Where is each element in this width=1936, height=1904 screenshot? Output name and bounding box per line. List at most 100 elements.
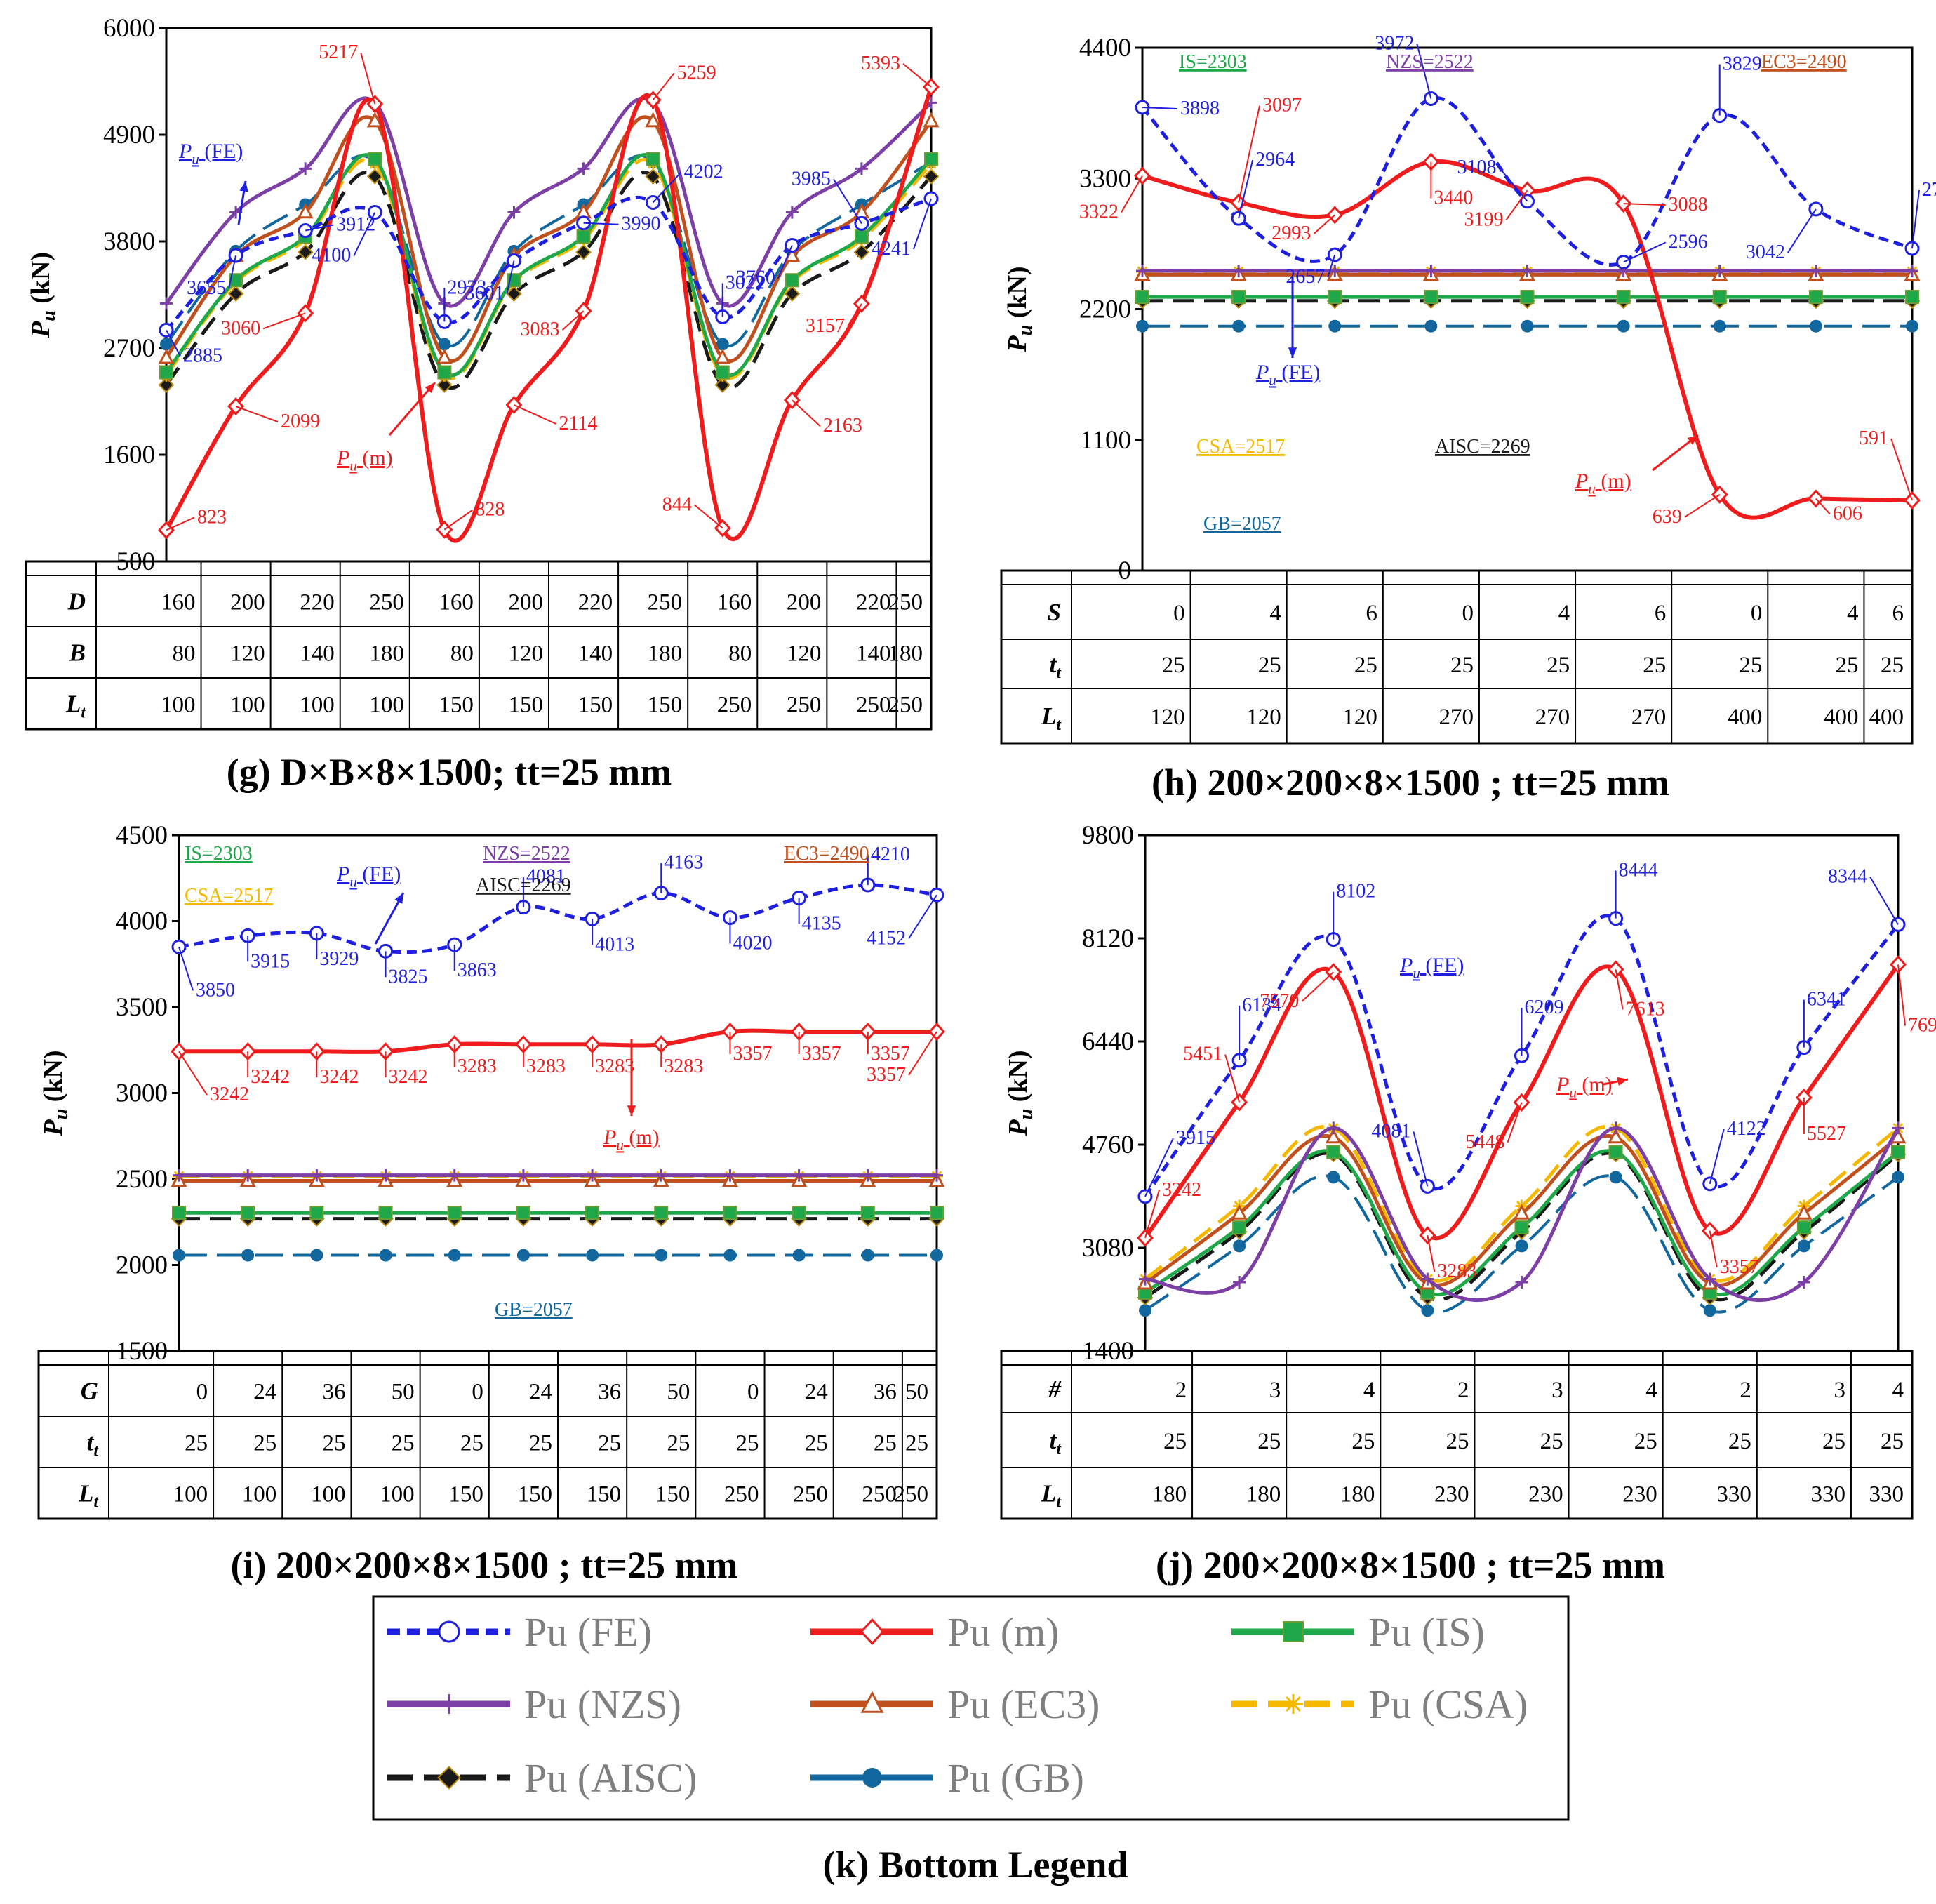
data-label: 6341: [1807, 989, 1846, 1011]
data-label: 3199: [1464, 208, 1504, 230]
table-cell: 120: [230, 641, 265, 667]
data-label: 2114: [559, 413, 597, 434]
data-label: 3242: [389, 1066, 428, 1088]
table-cell: 330: [1810, 1482, 1845, 1507]
legend-marker-asterisk-icon: [1283, 1694, 1303, 1714]
arrow-head-icon: [425, 382, 435, 394]
data-label-leader: [913, 198, 932, 250]
data-label: 3283: [1437, 1260, 1476, 1282]
legend-marker-open-diamond-icon: [860, 1618, 885, 1646]
data-label-leader: [1327, 254, 1336, 278]
data-point-nzs: [792, 1169, 806, 1182]
table-cell: 6: [1892, 601, 1904, 626]
table-cell: 100: [311, 1482, 346, 1507]
data-point-nzs: [173, 1169, 185, 1182]
data-point-gb: [173, 1249, 185, 1262]
data-label-leader: [1498, 167, 1528, 202]
data-point-nzs: [930, 1169, 943, 1182]
data-point-gb: [310, 1249, 323, 1262]
table-cell: 4: [1892, 1378, 1904, 1403]
data-label: 8102: [1336, 881, 1375, 903]
data-label-leader: [1144, 1138, 1174, 1197]
code-value-note: EC3=2490: [784, 843, 869, 865]
data-point-is: [1712, 290, 1727, 305]
legend-label: Pu (FE): [524, 1609, 652, 1655]
table-cell: 2: [1457, 1378, 1469, 1403]
data-point-ec3: [1796, 1204, 1813, 1220]
table-cell: 3: [1834, 1378, 1845, 1403]
data-label: 3863: [458, 959, 497, 981]
data-label: 3108: [1457, 157, 1497, 178]
data-point-nzs: [310, 1169, 323, 1182]
data-point-is: [1328, 290, 1342, 305]
table-cell: 4: [1363, 1378, 1375, 1403]
series-callout: Pu (FE): [1399, 954, 1464, 981]
data-label: 3655: [187, 277, 226, 299]
series-is: [1135, 290, 1919, 305]
data-label-leader: [166, 329, 181, 357]
data-point-gb: [716, 338, 729, 351]
data-label-leader: [1121, 175, 1143, 213]
data-point-is: [309, 1206, 324, 1220]
table-cell: 0: [472, 1380, 483, 1405]
table-cell: 50: [392, 1380, 415, 1405]
series-ec3: [1137, 1128, 1907, 1290]
data-point-nzs: [1328, 264, 1342, 277]
data-label-leader: [1911, 189, 1920, 249]
data-point-is: [447, 1206, 462, 1220]
data-point-is: [854, 229, 869, 244]
data-label-leader: [514, 404, 556, 425]
data-point-nzs: [1515, 1276, 1528, 1289]
table-row-label: B: [69, 639, 86, 667]
code-value-note: AISC=2269: [1435, 436, 1530, 458]
data-point-is: [1796, 1220, 1811, 1235]
code-value-note: CSA=2517: [1196, 436, 1285, 458]
data-label: 4081: [526, 866, 566, 888]
data-point-nzs: [1809, 264, 1822, 277]
data-point-nzs: [1139, 1272, 1151, 1286]
data-label: 3357: [1720, 1256, 1759, 1278]
data-label: 3357: [871, 1043, 910, 1065]
table-cell: 6: [1655, 601, 1667, 626]
table-cell: 250: [888, 693, 923, 718]
table-cell: 25: [1351, 1429, 1375, 1454]
table-cell: 50: [905, 1380, 928, 1405]
data-label: 4100: [312, 245, 351, 267]
data-point-ec3: [297, 203, 314, 219]
code-value-note: GB=2057: [1203, 513, 1281, 535]
data-point-is: [229, 273, 243, 288]
series-callout: Pu (FE): [336, 863, 401, 890]
table-cell: 100: [161, 693, 196, 718]
data-label: 3972: [1375, 32, 1414, 54]
data-point-m: [1231, 1093, 1248, 1112]
data-point-gb: [1713, 319, 1726, 333]
legend-label: Pu (m): [947, 1609, 1060, 1655]
y-tick-label: 2500: [116, 1165, 168, 1194]
table-cell: 25: [1643, 653, 1666, 678]
data-label-leader: [1144, 1190, 1160, 1239]
table-cell: 250: [369, 590, 404, 615]
y-axis-label: Pu (kN): [26, 252, 60, 338]
table-cell: 0: [747, 1380, 759, 1405]
data-point-aisc: [158, 377, 175, 393]
data-label: 3083: [521, 319, 560, 340]
data-label-leader: [1623, 241, 1667, 263]
table-cell: 250: [856, 693, 891, 718]
table-cell: 250: [648, 590, 683, 615]
data-point-ec3: [923, 112, 940, 128]
table-row-label: S: [1048, 599, 1061, 626]
data-label-leader: [305, 224, 334, 232]
data-label-leader: [235, 406, 279, 422]
data-label-leader: [262, 312, 306, 330]
y-tick-label: 1100: [1080, 426, 1131, 455]
legend-marker-filled-diamond-icon: [437, 1766, 461, 1790]
table-cell: 220: [578, 590, 613, 615]
table-cell: 250: [793, 1482, 828, 1507]
data-point-nzs: [1713, 264, 1726, 277]
series-callout: Pu (m): [603, 1126, 660, 1153]
table-cell: 25: [1540, 1429, 1563, 1454]
series-nzs: [1139, 1121, 1904, 1303]
table-cell: 230: [1528, 1482, 1563, 1507]
